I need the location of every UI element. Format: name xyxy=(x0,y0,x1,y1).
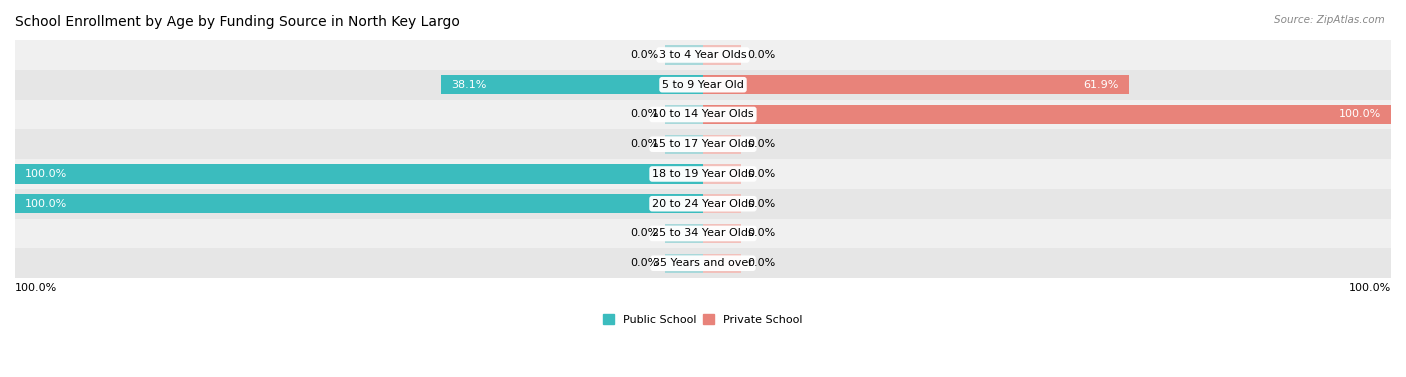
Bar xyxy=(15,164,703,184)
Text: Source: ZipAtlas.com: Source: ZipAtlas.com xyxy=(1274,15,1385,25)
Bar xyxy=(665,135,703,154)
Bar xyxy=(703,105,1391,124)
Bar xyxy=(15,219,1391,248)
Text: 18 to 19 Year Olds: 18 to 19 Year Olds xyxy=(652,169,754,179)
Text: 5 to 9 Year Old: 5 to 9 Year Old xyxy=(662,80,744,90)
Bar xyxy=(703,224,741,243)
Bar xyxy=(665,224,703,243)
Bar xyxy=(15,248,1391,278)
Text: 0.0%: 0.0% xyxy=(630,139,658,149)
Bar xyxy=(15,194,703,213)
Text: 0.0%: 0.0% xyxy=(630,50,658,60)
Legend: Public School, Private School: Public School, Private School xyxy=(599,310,807,329)
Bar xyxy=(703,254,741,273)
Text: 10 to 14 Year Olds: 10 to 14 Year Olds xyxy=(652,109,754,120)
Text: 0.0%: 0.0% xyxy=(748,169,776,179)
Bar xyxy=(665,45,703,64)
Bar xyxy=(703,135,741,154)
Bar xyxy=(15,159,1391,189)
Bar xyxy=(665,254,703,273)
Text: 0.0%: 0.0% xyxy=(748,50,776,60)
Text: 20 to 24 Year Olds: 20 to 24 Year Olds xyxy=(652,199,754,209)
Text: 100.0%: 100.0% xyxy=(25,169,67,179)
Bar xyxy=(15,189,1391,219)
Bar xyxy=(703,194,741,213)
Text: School Enrollment by Age by Funding Source in North Key Largo: School Enrollment by Age by Funding Sour… xyxy=(15,15,460,29)
Bar xyxy=(441,75,703,94)
Text: 0.0%: 0.0% xyxy=(630,109,658,120)
Bar xyxy=(665,105,703,124)
Text: 0.0%: 0.0% xyxy=(630,258,658,268)
Text: 25 to 34 Year Olds: 25 to 34 Year Olds xyxy=(652,228,754,239)
Bar xyxy=(703,45,741,64)
Bar xyxy=(15,40,1391,70)
Text: 0.0%: 0.0% xyxy=(748,228,776,239)
Bar xyxy=(15,100,1391,129)
Text: 0.0%: 0.0% xyxy=(748,139,776,149)
Bar xyxy=(703,164,741,184)
Text: 3 to 4 Year Olds: 3 to 4 Year Olds xyxy=(659,50,747,60)
Text: 100.0%: 100.0% xyxy=(25,199,67,209)
Text: 100.0%: 100.0% xyxy=(15,282,58,293)
Text: 100.0%: 100.0% xyxy=(1348,282,1391,293)
Text: 15 to 17 Year Olds: 15 to 17 Year Olds xyxy=(652,139,754,149)
Text: 0.0%: 0.0% xyxy=(748,258,776,268)
Bar xyxy=(15,129,1391,159)
Text: 0.0%: 0.0% xyxy=(630,228,658,239)
Text: 0.0%: 0.0% xyxy=(748,199,776,209)
Text: 38.1%: 38.1% xyxy=(451,80,486,90)
Text: 61.9%: 61.9% xyxy=(1083,80,1119,90)
Text: 100.0%: 100.0% xyxy=(1339,109,1381,120)
Bar xyxy=(703,75,1129,94)
Text: 35 Years and over: 35 Years and over xyxy=(652,258,754,268)
Bar xyxy=(15,70,1391,100)
